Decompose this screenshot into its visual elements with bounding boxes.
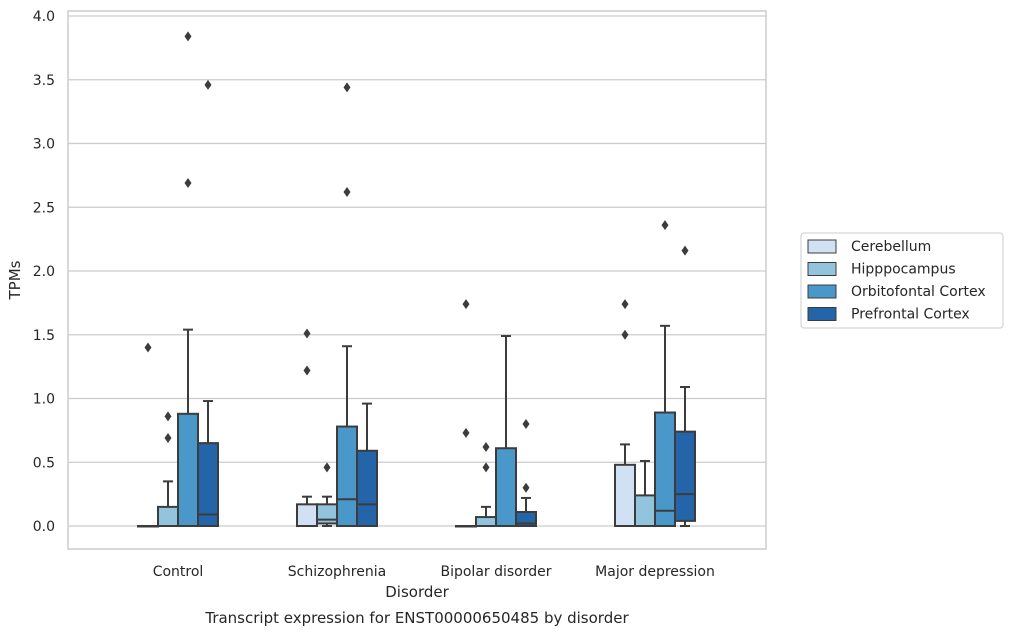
box-prefrontal-cortex: [674, 245, 696, 527]
y-tick-label: 2.5: [33, 200, 55, 216]
outlier-point: [343, 82, 351, 93]
legend-label: Orbitofontal Cortex: [851, 284, 986, 300]
box-hipppocampus: [634, 459, 656, 527]
y-tick-label: 3.5: [33, 73, 55, 89]
box-body: [674, 430, 696, 522]
outlier-point: [621, 299, 629, 310]
y-tick-label: 1.0: [33, 392, 55, 408]
box-orbitofontal-cortex: [495, 335, 517, 528]
box-cerebellum: [614, 299, 636, 527]
y-tick-labels: 0.0 0.5 1.0 1.5 2.0 2.5 3.0 3.5 4.0: [33, 9, 55, 535]
outlier-point: [184, 31, 192, 42]
outlier-point: [343, 186, 351, 197]
outlier-point: [482, 462, 490, 473]
y-tick-label: 2.0: [33, 264, 55, 280]
outlier-point: [164, 411, 172, 422]
legend-swatch: [807, 284, 837, 299]
x-tick-labels: Control Schizophrenia Bipolar disorder Majo…: [153, 564, 715, 580]
legend-frame: [800, 232, 1004, 329]
box-cerebellum: [455, 299, 477, 528]
legend-label: Cerebellum: [851, 239, 931, 255]
outlier-point: [621, 329, 629, 340]
x-tick-label: Control: [153, 564, 204, 580]
box-body: [296, 503, 318, 528]
box-body: [475, 516, 497, 528]
box-prefrontal-cortex: [515, 419, 537, 528]
x-tick-label: Schizophrenia: [288, 564, 386, 580]
box-orbitofontal-cortex: [336, 82, 358, 527]
box-body: [654, 411, 676, 527]
box-layer: [137, 31, 696, 528]
x-axis-label: Disorder: [385, 583, 449, 601]
chart-caption: Transcript expression for ENST0000065048…: [204, 609, 629, 627]
legend-label: Prefrontal Cortex: [851, 307, 970, 323]
y-axis-label: TPMs: [6, 260, 24, 300]
legend-swatch: [807, 307, 837, 321]
box-hipppocampus: [475, 441, 497, 528]
outlier-point: [681, 245, 689, 256]
outlier-point: [482, 441, 490, 452]
outlier-point: [661, 220, 669, 231]
box-body: [197, 442, 219, 527]
box-cerebellum: [296, 328, 318, 528]
box-orbitofontal-cortex: [177, 31, 199, 527]
plot-frame: [67, 10, 767, 550]
box-body: [614, 463, 636, 527]
legend-swatch: [807, 239, 837, 254]
outlier-point: [184, 178, 192, 189]
box-cerebellum: [137, 342, 159, 528]
legend: Cerebellum Hipppocampus Orbitofontal Corte…: [800, 232, 1004, 329]
box-body: [336, 425, 358, 527]
outlier-point: [303, 328, 311, 339]
outlier-point: [323, 462, 331, 473]
box-hipppocampus: [157, 411, 179, 527]
outlier-point: [462, 299, 470, 310]
box-prefrontal-cortex: [356, 402, 378, 527]
box-body: [634, 494, 656, 527]
x-tick-label: Major depression: [595, 564, 715, 580]
box-body: [495, 447, 517, 528]
outlier-point: [204, 79, 212, 90]
box-prefrontal-cortex: [197, 79, 219, 527]
outlier-point: [462, 427, 470, 438]
box-body: [356, 449, 378, 527]
y-tick-label: 0.0: [33, 519, 55, 535]
box-body: [177, 412, 199, 527]
outlier-point: [303, 365, 311, 376]
outlier-point: [522, 419, 530, 429]
outlier-point: [164, 433, 172, 444]
legend-label: Hipppocampus: [851, 262, 956, 278]
y-tick-label: 4.0: [33, 9, 55, 25]
y-tick-label: 0.5: [33, 455, 55, 471]
outlier-point: [522, 482, 530, 493]
box-orbitofontal-cortex: [654, 220, 676, 527]
box-hipppocampus: [316, 462, 338, 527]
outlier-point: [144, 342, 152, 353]
legend-swatch: [807, 262, 837, 276]
x-tick-label: Bipolar disorder: [440, 564, 551, 580]
y-tick-label: 3.0: [33, 137, 55, 153]
box-body: [157, 505, 179, 527]
y-tick-label: 1.5: [33, 328, 55, 344]
